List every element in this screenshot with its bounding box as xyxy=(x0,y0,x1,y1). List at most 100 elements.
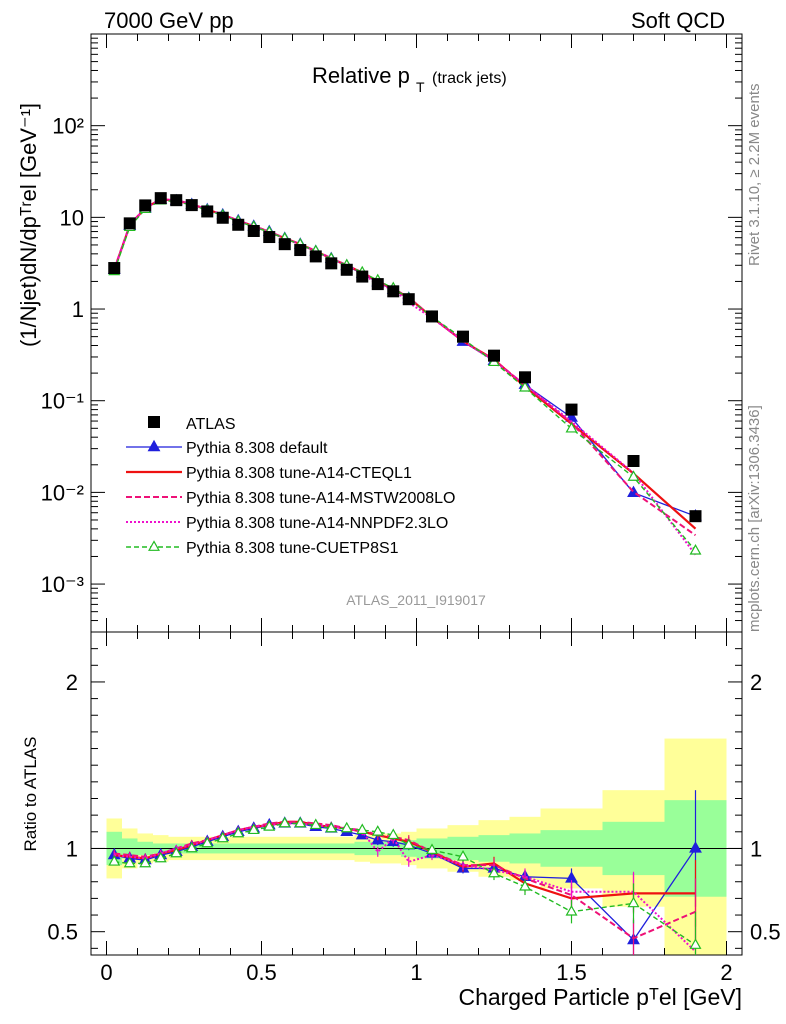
y-tick-label: 10⁻² xyxy=(41,480,84,505)
data-point xyxy=(309,250,322,263)
ratio-marker xyxy=(123,856,136,868)
ratio-marker xyxy=(185,841,198,853)
data-point xyxy=(627,454,640,467)
ratio-marker xyxy=(387,828,400,840)
ratio-marker xyxy=(139,856,152,868)
ratio-tick-label-right: 2 xyxy=(750,670,762,695)
series-line xyxy=(113,198,697,537)
series-ratio-4 xyxy=(108,816,702,955)
ratio-marker xyxy=(201,836,214,848)
data-point xyxy=(108,262,121,275)
y-tick-label: 10² xyxy=(52,114,84,139)
ratio-marker xyxy=(402,838,415,850)
data-point xyxy=(356,270,369,283)
x-tick-label: 1 xyxy=(410,960,422,985)
data-point xyxy=(371,278,384,291)
data-point xyxy=(340,263,353,276)
ratio-marker xyxy=(371,825,384,836)
ratio-marker xyxy=(426,843,438,855)
ratio-tick-label: 0.5 xyxy=(47,920,78,945)
ratio-line xyxy=(114,822,697,953)
data-point xyxy=(488,349,500,362)
data-point xyxy=(519,371,531,384)
ratio-marker xyxy=(278,816,291,828)
ratio-marker xyxy=(519,880,531,891)
legend-label: Pythia 8.308 tune-CUETP8S1 xyxy=(186,540,399,557)
header-right: Soft QCD xyxy=(631,8,726,33)
ratio-tick-label: 2 xyxy=(66,670,78,695)
data-point xyxy=(216,211,229,224)
legend-marker-data xyxy=(148,416,160,428)
x-tick-label: 0 xyxy=(100,960,112,985)
ratio-marker xyxy=(154,851,167,863)
data-point xyxy=(689,510,702,523)
y-tick-label: 10⁻³ xyxy=(41,572,84,597)
side-label-bottom: mcplots.cern.ch [arXiv:1306.3436] xyxy=(746,405,763,632)
ratio-marker xyxy=(232,826,245,838)
data-point xyxy=(247,224,260,237)
legend-label: ATLAS xyxy=(186,416,236,433)
y-tick-label: 1 xyxy=(72,297,84,322)
legend-label: Pythia 8.308 default xyxy=(186,440,328,457)
data-point xyxy=(387,285,400,298)
data-point xyxy=(294,244,307,257)
ratio-tick-label: 1 xyxy=(66,836,78,861)
ratio-marker xyxy=(325,821,338,833)
ratio-marker xyxy=(356,823,369,835)
data-point xyxy=(263,231,276,244)
ratio-marker xyxy=(294,816,307,828)
ratio-marker xyxy=(170,846,183,858)
y-tick-label: 10 xyxy=(60,205,84,230)
side-label-top: Rivet 3.1.10, ≥ 2.2M events xyxy=(746,83,763,267)
data-point xyxy=(201,205,214,218)
ratio-marker xyxy=(216,831,229,843)
x-tick-label: 0.5 xyxy=(246,960,277,985)
series-marker xyxy=(519,380,531,392)
data-point xyxy=(123,217,136,230)
ratio-marker xyxy=(627,896,640,908)
y-tick-label: 10⁻¹ xyxy=(41,389,84,414)
data-point xyxy=(139,199,152,212)
legend-label: Pythia 8.308 tune-A14-MSTW2008LO xyxy=(186,490,455,507)
data-point xyxy=(232,218,245,231)
data-point xyxy=(565,403,578,416)
legend-marker xyxy=(148,540,160,551)
x-axis-title: Charged Particle pᵀel [GeV] xyxy=(458,984,742,1010)
ratio-marker xyxy=(689,841,702,853)
x-tick-label: 1.5 xyxy=(556,960,587,985)
ratio-marker xyxy=(340,821,353,833)
ratio-marker xyxy=(309,818,322,830)
ratio-marker xyxy=(689,938,702,949)
ratio-marker xyxy=(565,904,578,916)
data-point xyxy=(154,192,167,205)
data-point xyxy=(185,199,198,212)
chart-title-subscript: T xyxy=(416,79,425,95)
data-point xyxy=(402,293,415,306)
ratio-marker xyxy=(247,823,260,835)
chart-title: Relative p xyxy=(312,63,410,88)
ratio-axis-title: Ratio to ATLAS xyxy=(21,737,40,852)
x-tick-label: 2 xyxy=(720,960,732,985)
legend-label: Pythia 8.308 tune-A14-NNPDF2.3LO xyxy=(186,515,448,532)
ratio-marker xyxy=(108,855,121,866)
ratio-tick-label-right: 0.5 xyxy=(750,920,781,945)
ratio-marker xyxy=(263,820,276,831)
data-point xyxy=(170,194,183,207)
data-point xyxy=(457,330,469,343)
ratio-tick-label-right: 1 xyxy=(750,836,762,861)
legend-label: Pythia 8.308 tune-A14-CTEQL1 xyxy=(186,465,412,482)
ratio-marker xyxy=(488,866,500,878)
data-point xyxy=(278,238,291,251)
series-marker xyxy=(627,470,640,481)
header-left: 7000 GeV pp xyxy=(104,8,234,33)
series-marker xyxy=(689,544,702,555)
y-axis-title: (1/Njet)dN/dpᵀʳel [GeV⁻¹] xyxy=(16,103,41,347)
chart-title-note: (track jets) xyxy=(432,70,507,87)
watermark: ATLAS_2011_I919017 xyxy=(346,592,486,608)
series-marker xyxy=(565,421,578,433)
data-point xyxy=(325,257,338,270)
series-main-2 xyxy=(113,198,697,537)
ratio-marker xyxy=(457,850,469,861)
data-point xyxy=(426,310,438,323)
